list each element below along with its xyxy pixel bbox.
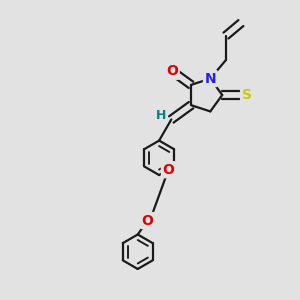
Text: N: N [205, 72, 216, 86]
Text: S: S [242, 88, 252, 102]
Text: O: O [167, 64, 178, 78]
Text: O: O [163, 163, 174, 177]
Text: O: O [142, 214, 154, 227]
Text: H: H [156, 110, 166, 122]
